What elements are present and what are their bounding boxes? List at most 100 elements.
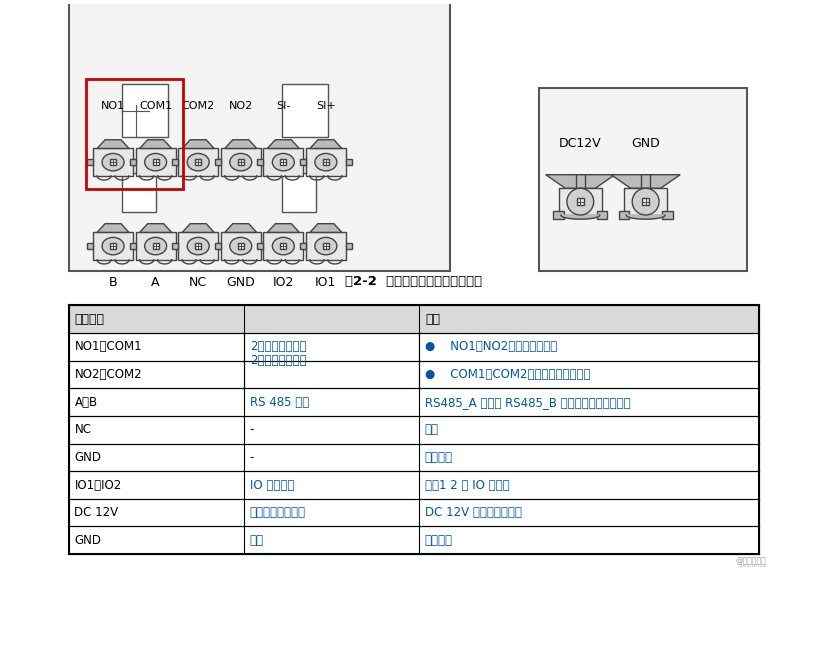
Bar (69, 0, 450, 271)
Text: -: - (250, 451, 254, 464)
Text: DC 12V: DC 12V (74, 506, 118, 519)
Text: @弹个智能网: @弹个智能网 (736, 556, 767, 565)
Polygon shape (546, 175, 615, 188)
Text: -: - (250, 423, 254, 436)
Bar (172, 243, 179, 249)
Bar (69, 499, 759, 527)
Text: GND: GND (227, 276, 256, 289)
Bar (261, 159, 266, 165)
Bar (263, 148, 304, 176)
Text: RS 485 接口: RS 485 接口 (250, 395, 309, 409)
Bar (280, 159, 286, 165)
Polygon shape (97, 140, 129, 148)
Text: 电源接口（设备内: 电源接口（设备内 (250, 506, 306, 519)
Bar (221, 148, 261, 176)
Polygon shape (267, 224, 299, 232)
Text: 部）: 部） (250, 534, 264, 547)
Polygon shape (611, 175, 681, 188)
Bar (175, 159, 182, 165)
Bar (87, 159, 93, 165)
Bar (215, 243, 221, 249)
Ellipse shape (272, 238, 294, 255)
Bar (93, 148, 133, 176)
Text: NC: NC (74, 423, 92, 436)
Polygon shape (225, 140, 256, 148)
Polygon shape (182, 140, 214, 148)
Bar (195, 243, 201, 249)
Text: 2路报警输出接口: 2路报警输出接口 (250, 341, 306, 353)
Bar (218, 243, 224, 249)
Ellipse shape (145, 238, 166, 255)
Ellipse shape (272, 153, 294, 171)
Bar (218, 159, 224, 165)
Text: IO 输入接口: IO 输入接口 (250, 478, 294, 492)
Bar (596, 211, 607, 219)
Text: GND: GND (74, 534, 102, 547)
Bar (553, 211, 564, 219)
Ellipse shape (102, 153, 124, 171)
Text: jiexiantu: jiexiantu (739, 563, 767, 568)
Ellipse shape (187, 238, 209, 255)
Bar (136, 232, 175, 260)
Polygon shape (97, 224, 129, 232)
Bar (133, 159, 139, 165)
Bar (280, 243, 286, 249)
Ellipse shape (230, 238, 251, 255)
Bar (179, 148, 218, 176)
Text: GND: GND (74, 451, 102, 464)
Text: NO1、COM1: NO1、COM1 (74, 341, 142, 353)
Text: IO1、IO2: IO1、IO2 (74, 478, 122, 492)
Polygon shape (267, 140, 299, 148)
Bar (69, 306, 759, 333)
Bar (69, 471, 759, 499)
Bar (306, 148, 346, 176)
Text: NO2、COM2: NO2、COM2 (74, 368, 142, 381)
Bar (69, 444, 759, 471)
Text: ●    NO1、NO2：报警输出端。: ● NO1、NO2：报警输出端。 (425, 341, 557, 353)
Bar (133, 243, 139, 249)
Polygon shape (140, 140, 171, 148)
Bar (87, 243, 93, 249)
Circle shape (566, 188, 594, 215)
Text: A: A (151, 276, 160, 289)
Text: 表2-2  通用功能接线端子接口说明: 表2-2 通用功能接线端子接口说明 (346, 275, 483, 288)
Bar (179, 232, 218, 260)
Bar (282, 84, 327, 137)
Bar (130, 159, 136, 165)
Bar (642, 198, 649, 205)
Bar (215, 159, 221, 165)
Bar (221, 232, 261, 260)
Text: ●    COM1、COM2：报警输出公共端。: ● COM1、COM2：报警输出公共端。 (425, 368, 590, 381)
Text: 说明: 说明 (425, 313, 440, 325)
Bar (257, 159, 263, 165)
Text: NC: NC (189, 276, 208, 289)
Ellipse shape (187, 153, 209, 171)
Bar (172, 159, 179, 165)
Bar (576, 198, 584, 205)
Text: SI-: SI- (276, 101, 290, 111)
Bar (69, 388, 759, 416)
Bar (323, 243, 329, 249)
Bar (237, 243, 244, 249)
Text: COM1: COM1 (139, 101, 172, 111)
Text: COM2: COM2 (182, 101, 215, 111)
Text: NO1: NO1 (101, 101, 125, 111)
Ellipse shape (102, 238, 124, 255)
Bar (346, 159, 351, 165)
Bar (244, 333, 419, 388)
Bar (538, 88, 747, 271)
Bar (282, 173, 316, 211)
Text: NO2: NO2 (228, 101, 253, 111)
Bar (300, 159, 306, 165)
Bar (257, 243, 263, 249)
Ellipse shape (230, 153, 251, 171)
Text: DC12V: DC12V (559, 137, 601, 150)
Text: IO1: IO1 (315, 276, 337, 289)
Bar (130, 243, 136, 249)
Bar (300, 243, 306, 249)
Bar (346, 243, 351, 249)
Bar (136, 148, 175, 176)
Bar (69, 416, 759, 444)
Ellipse shape (315, 153, 337, 171)
Text: 2路报警输出接口: 2路报警输出接口 (250, 354, 306, 367)
